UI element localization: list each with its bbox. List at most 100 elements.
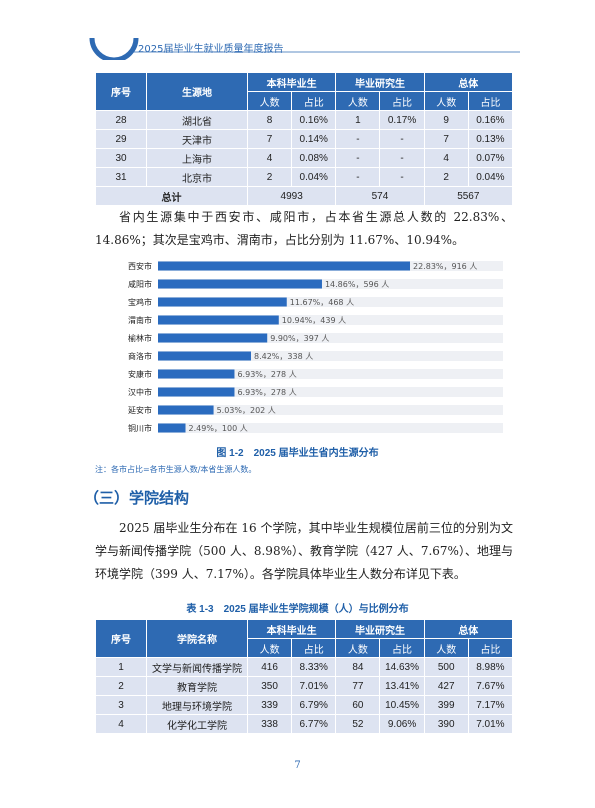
table-cell: 500 [423,657,469,677]
table-cell: 7.17% [467,695,514,715]
table-cell: 人数 [423,638,469,658]
table-cell: 7.01% [291,676,337,696]
table-cell: 毕业研究生 [335,619,425,639]
table-cell: 339 [246,695,293,715]
table-cell: - [379,167,425,187]
table-row: 序号 学院名称 本科毕业生 毕业研究生 总体 [95,619,514,658]
table-cell: 0.16% [291,110,337,130]
table-cell: 文学与新闻传播学院 [146,657,248,677]
category-label: 西安市 [128,261,152,271]
table-cell: - [335,148,381,168]
table-cell: 人数 [246,638,293,658]
table-cell: 0.04% [291,167,337,187]
table-cell: 毕业研究生 [335,72,425,92]
icon-band [158,423,503,433]
table-cell: - [379,129,425,149]
figure-caption: 图 1-2 2025 届毕业生省内生源分布 [216,448,379,459]
table-cell: 2 [246,167,293,187]
table-cell: 399 [423,695,469,715]
table-cell: - [379,148,425,168]
table-cell: 9.06% [379,714,425,734]
table-cell: 化学化工学院 [146,714,248,734]
table-cell: 湖北省 [146,110,248,130]
bar [158,315,279,325]
table: 序号 学院名称 本科毕业生 毕业研究生 总体 人数 占比 人数 占比 人数 占比 1 文学与新闻传播学院… [95,619,514,734]
table-cell: 0.17% [379,110,425,130]
table-cell: 13.41% [379,676,425,696]
table-cell: 学院名称 [146,619,248,658]
table-cell: 1 [95,657,147,677]
category-label: 渭南市 [128,315,152,325]
data-label: 22.83%，916 人 [413,262,477,271]
table-cell: 2 [423,167,469,187]
icon-band [158,315,503,325]
icon-band [158,333,503,343]
table-cell: 84 [335,657,381,677]
table-cell: 7.01% [467,714,514,734]
table-cell: 8 [246,110,293,130]
table-cell: 4 [246,148,293,168]
table-cell: 60 [335,695,381,715]
icon-band [158,405,503,415]
bar [158,351,251,361]
table-cell: 7 [246,129,293,149]
category-label: 延安市 [128,405,152,415]
table-row: 31 北京市 2 0.04% - -2 0.04% [95,167,514,187]
table-row: 29 天津市 7 0.14% - -7 0.13% [95,129,514,149]
table-cell: 占比 [379,91,425,111]
data-label: 2.49%，100 人 [189,424,248,433]
table-cell: 52 [335,714,381,734]
table-cell: 序号 [95,619,147,658]
table-cell: 教育学院 [146,676,248,696]
table-row: 1 文学与新闻传播学院 416 8.33% 84 14.63% 500 8.98% [95,657,514,677]
table-cell: 416 [246,657,293,677]
category-label: 榆林市 [128,333,152,343]
bar [158,369,235,379]
table-cell: 总计 [95,186,248,206]
table-cell: 占比 [291,91,337,111]
table-cell: 人数 [423,91,469,111]
table-row: 人数 占比 人数 占比 人数 占比 [96,91,514,111]
section-heading: （三）学院结构 [84,489,190,507]
bar [158,279,322,289]
table-row: 28 湖北省 8 0.16% 1 0.17% 9 0.16% [95,110,514,130]
table-cell: 0.16% [467,110,514,130]
table-cell: 7.67% [467,676,514,696]
table-cell: 574 [335,186,425,206]
bar [158,387,235,397]
category-label: 咸阳市 [128,279,152,289]
data-label: 6.93%，278 人 [237,388,296,397]
table-row: 总计 4993 574 5567 [95,186,514,206]
data-label: 11.67%，468 人 [290,298,354,307]
table-cell: 天津市 [146,129,248,149]
table-cell: 338 [246,714,293,734]
icon-band [158,369,503,379]
table-cell: 8.33% [291,657,337,677]
category-label: 宝鸡市 [128,297,152,307]
table-cell: - [335,129,381,149]
table-cell: 14.63% [379,657,425,677]
bar [158,333,268,343]
icon-band [158,351,503,361]
category-label: 安康市 [128,369,152,379]
table-cell: 1 [335,110,381,130]
table-cell: 3 [95,695,147,715]
table-cell: 5567 [423,186,514,206]
table-cell: 6.77% [291,714,337,734]
bar [158,405,214,415]
table-cell: - [335,167,381,187]
table-cell: 29 [95,129,147,149]
data-label: 14.86%，596 人 [325,280,389,289]
bar [158,261,410,271]
table-row: 30 上海市 4 0.08% - -4 0.07% [95,148,514,168]
table: 序号 生源地 本科毕业生 毕业研究生 总体 人数 占比 人数 占比 人数 占比 28 湖北省 8 0.16%… [95,72,514,206]
table-cell: 427 [423,676,469,696]
table-cell: 390 [423,714,469,734]
table-cell: 30 [95,148,147,168]
table-row: 序号 生源地 本科毕业生 毕业研究生 总体 [95,72,514,111]
table-cell: 0.07% [467,148,514,168]
category-label: 汉中市 [128,387,152,397]
header-title: 2025届毕业生就业质量年度报告 [138,44,284,55]
table-cell: 350 [246,676,293,696]
